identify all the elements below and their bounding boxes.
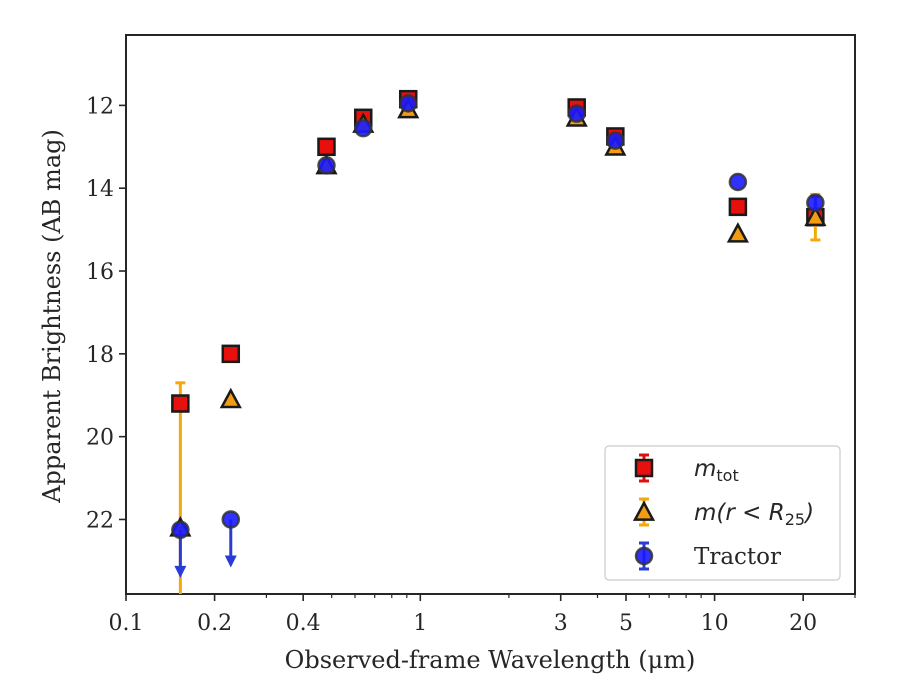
- series-3: [171, 94, 825, 578]
- data-point-circle-body: [398, 94, 418, 113]
- tick-layer: 0.1 0.2 0.4 1 3 5 10 20 12 14 16 18 20 22: [86, 94, 856, 636]
- data-layer: [169, 89, 827, 594]
- x-axis-label: Observed-frame Wavelength (μm): [285, 646, 696, 674]
- legend-box: [604, 445, 841, 581]
- data-point-circle: [317, 156, 336, 175]
- legend-marker-circle-body: [634, 546, 654, 566]
- data-point-square: [728, 197, 748, 217]
- y-tick-label: 14: [86, 177, 114, 202]
- data-point-circle-body: [354, 118, 373, 138]
- y-tick-label: 16: [86, 260, 114, 285]
- upper-limit-arrow-head: [224, 555, 237, 568]
- legend-entry-2: m(r < R25): [632, 497, 814, 529]
- y-tick-label: 12: [86, 94, 114, 119]
- x-tick-label: 10: [701, 611, 729, 636]
- legend-marker-square: [634, 458, 654, 478]
- data-point-circle: [728, 172, 748, 192]
- data-point-circle-body: [606, 131, 625, 150]
- legend-label: m(r < R25): [694, 500, 814, 529]
- x-tick-label: 0.4: [286, 611, 321, 636]
- x-tick-label: 0.1: [109, 611, 144, 636]
- data-point-circle-body: [567, 104, 586, 123]
- upper-limit-arrow-head: [174, 565, 187, 578]
- x-tick-label: 3: [554, 611, 568, 636]
- data-point-circle: [221, 510, 241, 529]
- y-tick-label: 22: [86, 508, 114, 533]
- data-point-circle: [567, 104, 586, 123]
- legend-entry-1: mtot: [634, 453, 739, 485]
- data-point-square: [171, 394, 190, 413]
- data-point-triangle: [219, 387, 242, 409]
- data-point-circle: [806, 193, 825, 212]
- data-point-circle-body: [171, 520, 190, 540]
- legend-marker-circle: [634, 546, 654, 566]
- data-point-circle-body: [221, 510, 241, 529]
- y-axis-label: Apparent Brightness (AB mag): [38, 129, 66, 504]
- data-point-square: [221, 344, 241, 364]
- legend-label: mtot: [694, 456, 739, 485]
- data-point-circle: [354, 118, 373, 138]
- legend: mtot m(r < R25) Tractor: [604, 445, 841, 581]
- data-point-circle: [398, 94, 418, 113]
- data-point-circle: [606, 131, 625, 150]
- data-point-circle-body: [317, 156, 336, 175]
- y-tick-label: 20: [86, 426, 114, 451]
- data-point-triangle: [804, 205, 827, 227]
- legend-marker-triangle: [632, 500, 656, 521]
- legend-label: Tractor: [694, 544, 781, 570]
- data-point-circle: [171, 520, 190, 540]
- data-point-square: [317, 137, 336, 157]
- y-tick-label: 18: [86, 343, 114, 368]
- data-point-circle-body: [806, 193, 825, 212]
- x-tick-label: 5: [619, 611, 633, 636]
- x-tick-label: 1: [413, 611, 427, 636]
- legend-entry-3: Tractor: [634, 541, 781, 571]
- data-point-triangle: [726, 222, 749, 243]
- x-tick-label: 0.2: [197, 611, 232, 636]
- x-tick-label: 20: [789, 611, 817, 636]
- data-point-circle-body: [728, 172, 748, 192]
